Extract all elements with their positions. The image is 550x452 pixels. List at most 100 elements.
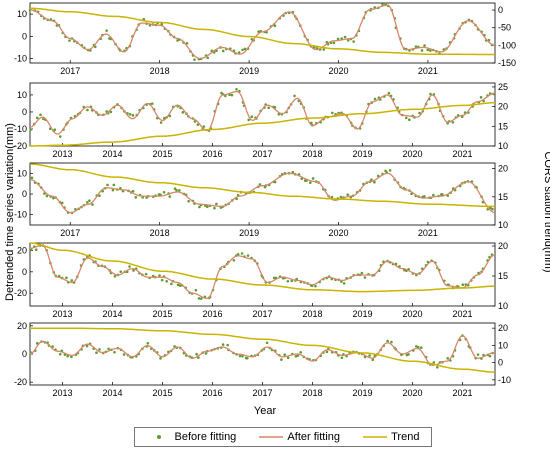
panel-1-obs-point xyxy=(343,35,347,39)
panel-2-x-tick-label-2021: 2021 xyxy=(452,149,472,159)
panel-1-obs-point xyxy=(68,39,71,42)
panel-4-x-tick-label-2015: 2015 xyxy=(152,309,172,319)
panel-1-obs-point xyxy=(237,51,241,54)
panel-4-x-tick-label-2019: 2019 xyxy=(352,309,372,319)
panel-3-obs-point xyxy=(187,199,190,203)
panel-2-obs-point xyxy=(196,123,200,126)
panel-2-obs-point xyxy=(181,111,185,114)
panel-4-obs-point xyxy=(290,279,294,283)
panel-3-obs-point xyxy=(346,193,350,196)
panel-4-obs-point xyxy=(178,284,182,287)
panel-5-yr-tick-label-0: 0 xyxy=(498,358,503,368)
panel-5-obs-point xyxy=(407,353,410,356)
panel-5-obs-point xyxy=(204,352,208,355)
legend-marker-before xyxy=(156,435,161,439)
panel-5-obs-point xyxy=(286,356,290,360)
legend-item-after: After fitting xyxy=(259,431,340,443)
panel-3-obs-point xyxy=(206,205,209,209)
panel-1-after-fitting-line xyxy=(29,4,496,60)
panel-5-obs-point xyxy=(340,356,344,359)
panel-3-obs-point xyxy=(159,193,162,196)
panel-5-obs-point xyxy=(122,353,126,356)
panel-1-obs-point xyxy=(332,41,336,45)
panel-1-obs-point xyxy=(241,48,244,52)
panel-3-obs-point xyxy=(491,207,494,211)
panel-5-obs-point xyxy=(432,361,436,364)
y-axis-left-label: Detrended time series variation(mm) xyxy=(4,123,16,301)
panel-1-obs-point xyxy=(420,49,424,52)
panel-5-frame xyxy=(29,322,496,386)
panel-4-obs-point xyxy=(29,248,33,251)
panel-3-obs-point xyxy=(291,170,295,174)
panel-2-x-tick-label-2016: 2016 xyxy=(202,149,222,159)
panel-5-obs-point xyxy=(146,341,150,345)
panel-4-x-tick-label-2017: 2017 xyxy=(252,309,272,319)
panel-2-obs-point xyxy=(202,125,206,128)
panel-4-obs-point xyxy=(132,269,135,272)
legend-marker-after xyxy=(259,436,284,438)
panel-1-obs-point xyxy=(206,56,209,60)
panel-3-obs-point xyxy=(178,189,181,192)
panel-5-obs-point xyxy=(246,356,249,360)
panel-1-yr-tick-label-0: 0 xyxy=(498,5,503,15)
panel-4-obs-point xyxy=(477,271,480,275)
panel-3-obs-point xyxy=(106,183,109,187)
panel-3-obs-point xyxy=(51,196,55,200)
panel-3-obs-point xyxy=(88,199,91,202)
panel-4-yl-tick-label-0: 0 xyxy=(22,267,27,277)
panel-4-obs-point xyxy=(70,279,74,282)
panel-4-yr-tick-label-15: 15 xyxy=(498,271,508,281)
panel-5-x-tick-label-2020: 2020 xyxy=(402,388,422,398)
panel-2-obs-point xyxy=(387,91,391,95)
panel-5-obs-point xyxy=(51,345,54,348)
panel-1-obs-point xyxy=(352,40,355,43)
panel-3-yl-tick-label-0: 0 xyxy=(22,189,27,199)
panel-5-obs-point xyxy=(386,339,389,343)
panel-3-obs-point xyxy=(111,188,115,192)
panel-4-obs-point xyxy=(240,252,244,255)
panel-2-obs-point xyxy=(250,115,254,118)
panel-2-obs-point xyxy=(451,120,455,124)
panel-2-obs-point xyxy=(479,96,483,99)
panel-5-obs-point xyxy=(476,353,480,356)
panel-5-obs-point xyxy=(95,351,98,355)
panel-5-obs-point xyxy=(390,340,393,344)
panel-4-obs-point xyxy=(363,276,367,279)
panel-5-obs-point xyxy=(241,354,244,358)
panel-2-obs-point xyxy=(404,116,408,120)
panel-2-obs-point xyxy=(86,108,89,112)
panel-5-obs-point xyxy=(66,354,69,358)
panel-3-frame xyxy=(29,162,496,226)
panel-1-obs-point xyxy=(428,49,432,52)
panel-1-yr-tick-label--50: -50 xyxy=(498,23,511,33)
panel-4-yr-tick-label-10: 10 xyxy=(498,301,508,311)
panel-2-x-tick-label-2014: 2014 xyxy=(102,149,122,159)
panel-2-obs-point xyxy=(159,121,163,124)
panel-1-x-tick-label-2017: 2017 xyxy=(60,66,80,76)
legend-label-before: Before fitting xyxy=(174,431,237,443)
panel-2-obs-point xyxy=(105,110,108,113)
panel-5-obs-point xyxy=(371,358,375,362)
panel-5-yr-tick-label-10: 10 xyxy=(498,340,508,350)
panel-2-obs-point xyxy=(58,135,62,138)
panel-1-yl-tick-label-10: 10 xyxy=(17,9,27,19)
panel-5-obs-point xyxy=(226,343,229,347)
panel-3-obs-point xyxy=(388,169,392,172)
panel-3-x-tick-label-2021: 2021 xyxy=(418,228,438,238)
panel-3-yl-tick-label-10: 10 xyxy=(17,168,27,178)
panel-5-obs-point xyxy=(197,356,200,359)
panel-3-obs-point xyxy=(162,190,166,194)
panel-3-obs-point xyxy=(215,202,218,206)
panel-2-obs-point xyxy=(109,110,113,114)
panel-2-obs-point xyxy=(128,113,132,116)
panel-4-obs-point xyxy=(199,297,203,300)
panel-4-obs-point xyxy=(197,297,201,300)
legend-label-after: After fitting xyxy=(287,431,340,443)
panel-3-obs-point xyxy=(370,178,373,182)
panel-5-obs-point xyxy=(280,358,283,361)
panel-4-x-tick-label-2016: 2016 xyxy=(202,309,222,319)
panel-4-obs-point xyxy=(272,276,276,280)
panel-1-obs-point xyxy=(346,39,350,42)
panel-3-yr-tick-label-10: 10 xyxy=(498,220,508,230)
panel-5-obs-point xyxy=(221,343,225,346)
